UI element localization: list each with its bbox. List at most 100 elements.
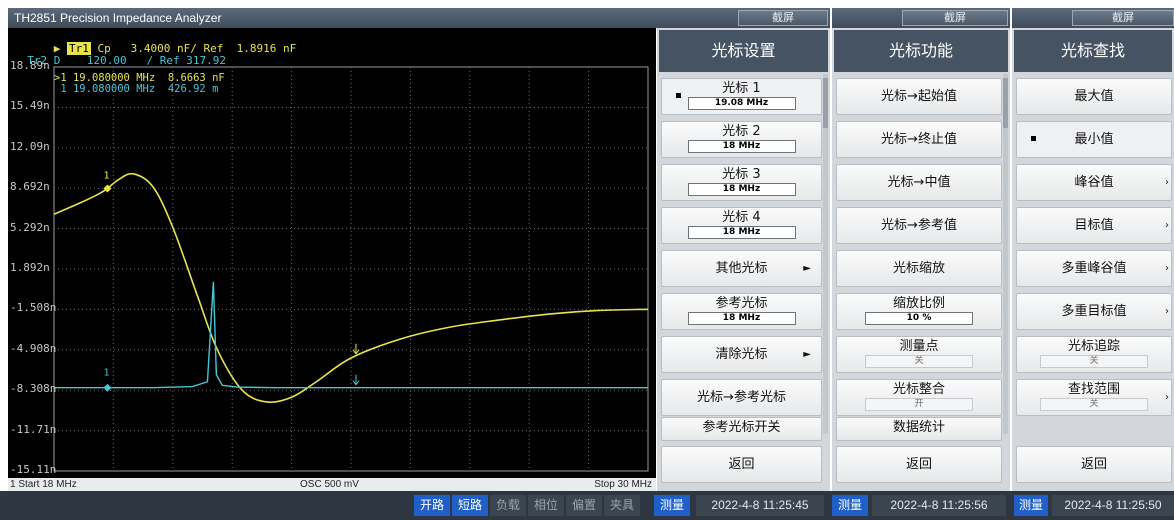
target-value-key[interactable]: 目标值 › [1016, 207, 1172, 244]
key-label: 多重目标值 [1061, 304, 1127, 319]
clock-display: 2022-4-8 11:25:45 [696, 495, 824, 516]
marker-to-start-key[interactable]: 光标→起始值 [836, 78, 1002, 115]
marker-integrate-key[interactable]: 光标整合 开 [836, 379, 1002, 416]
trace2-param: D [53, 54, 61, 67]
key-value[interactable]: 19.08 MHz [687, 97, 796, 110]
trace2-header[interactable]: Tr2 D 120.00 / Ref 317.92 [14, 43, 226, 79]
y-tick-label: -1.508n [10, 301, 57, 315]
y-tick-label: 12.09n [10, 139, 50, 153]
key-label: 多重峰谷值 [1061, 261, 1127, 276]
window-titlebar-3: 截屏 [1012, 8, 1174, 28]
key-value[interactable]: 18 MHz [687, 140, 796, 153]
return-button-3[interactable]: 返回 [1016, 446, 1172, 483]
key-label: 返回 [728, 457, 755, 472]
marker1-tr1-diamond [103, 184, 112, 193]
key-label: 查找范围 [1067, 382, 1120, 397]
key-label: 其他光标 [715, 261, 768, 276]
marker-setup-panel: 光标设置 光标 1 19.08 MHz 光标 2 18 MHz 光标 3 18 … [657, 28, 830, 491]
min-value-key[interactable]: 最小值 [1016, 121, 1172, 158]
key-label: 清除光标 [715, 347, 768, 362]
key-value[interactable]: 关 [1040, 398, 1148, 411]
trace1-ref: 1.8916 nF [236, 42, 297, 55]
panel-title: 光标功能 [834, 30, 1008, 72]
key-value[interactable]: 18 MHz [687, 312, 796, 325]
measure-button-3[interactable]: 测量 [1014, 495, 1048, 516]
max-value-key[interactable]: 最大值 [1016, 78, 1172, 115]
clock-display-2: 2022-4-8 11:25:56 [872, 495, 1006, 516]
key-value[interactable]: 18 MHz [687, 183, 796, 196]
key-value[interactable]: 关 [1040, 355, 1148, 368]
key-label: 光标整合 [892, 382, 945, 397]
key-value[interactable]: 开 [865, 398, 973, 411]
marker-to-reference-key[interactable]: 光标→参考光标 [661, 379, 822, 416]
trace2-ref: 317.92 [186, 54, 226, 67]
screenshot-button-2[interactable]: 截屏 [902, 10, 1008, 26]
short-calibration-button[interactable]: 短路 [452, 495, 488, 516]
open-calibration-button[interactable]: 开路 [414, 495, 450, 516]
key-label: 峰谷值 [1074, 175, 1114, 190]
other-markers-key[interactable]: 其他光标 ► [661, 250, 822, 287]
reference-marker-switch-key[interactable]: 参考光标开关 [661, 417, 822, 441]
y-tick-label: 8.692n [10, 180, 50, 194]
key-value[interactable]: 18 MHz [687, 226, 796, 239]
marker-id: >1 [54, 72, 67, 84]
load-calibration-button[interactable]: 负载 [490, 495, 526, 516]
marker-value: 8.6663 nF [167, 72, 225, 84]
measure-point-key[interactable]: 测量点 关 [836, 336, 1002, 373]
y-tick-label: -15.11n [10, 463, 57, 476]
marker-zoom-key[interactable]: 光标缩放 [836, 250, 1002, 287]
key-label: 光标 2 [722, 124, 761, 139]
panel-scrollbar[interactable] [823, 74, 828, 434]
key-label: 参考光标 [715, 296, 768, 311]
panel-scrollbar[interactable] [1003, 74, 1008, 434]
marker-3-key[interactable]: 光标 3 18 MHz [661, 164, 822, 201]
y-tick-label: 15.49n [10, 99, 50, 113]
start-frequency: 1 Start 18 MHz [10, 479, 77, 490]
trace2-scale: 120.00 [86, 54, 127, 67]
submenu-arrow-icon: ► [803, 263, 811, 274]
trace1-unit-ref: nF/ Ref [177, 42, 224, 55]
peak-valley-key[interactable]: 峰谷值 › [1016, 164, 1172, 201]
fixture-button[interactable]: 夹具 [604, 495, 640, 516]
marker-search-panel: 光标查找 最大值 最小值 峰谷值 › 目标值 › 多重峰谷值 › 多重目标值 ›… [1012, 28, 1174, 491]
key-value[interactable]: 10 % [865, 312, 973, 325]
marker-to-stop-key[interactable]: 光标→终止值 [836, 121, 1002, 158]
marker-1-key[interactable]: 光标 1 19.08 MHz [661, 78, 822, 115]
sweep-status-bar: 1 Start 18 MHz OSC 500 mV Stop 30 MHz [8, 478, 656, 491]
marker1-readout-tr1: >1 19.080000 MHz 8.6663 nF [54, 73, 225, 84]
measure-button[interactable]: 测量 [654, 495, 690, 516]
stop-frequency: Stop 30 MHz [594, 479, 652, 490]
return-button-2[interactable]: 返回 [836, 446, 1002, 483]
zoom-ratio-key[interactable]: 缩放比例 10 % [836, 293, 1002, 330]
y-tick-label: 1.892n [10, 261, 50, 274]
screenshot-button[interactable]: 截屏 [738, 10, 828, 26]
trace1-header[interactable]: ▶ Tr1 Cp 3.4000 nF/ Ref 1.8916 nF [14, 31, 296, 67]
phase-button[interactable]: 相位 [528, 495, 564, 516]
bias-button[interactable]: 偏置 [566, 495, 602, 516]
marker-tracking-key[interactable]: 光标追踪 关 [1016, 336, 1172, 373]
submenu-arrow-icon: › [1165, 306, 1169, 317]
key-value[interactable]: 关 [865, 355, 973, 368]
key-label: 光标 4 [722, 210, 761, 225]
marker-4-key[interactable]: 光标 4 18 MHz [661, 207, 822, 244]
measure-button-2[interactable]: 测量 [832, 495, 868, 516]
search-range-key[interactable]: 查找范围 关 › [1016, 379, 1172, 416]
taskbar-2: 测量 2022-4-8 11:25:56 [830, 491, 1012, 520]
clear-markers-key[interactable]: 清除光标 ► [661, 336, 822, 373]
multi-peak-valley-key[interactable]: 多重峰谷值 › [1016, 250, 1172, 287]
multi-target-key[interactable]: 多重目标值 › [1016, 293, 1172, 330]
y-tick-label: -4.908n [10, 341, 57, 355]
key-label: 光标 3 [722, 167, 761, 182]
y-tick-label: 5.292n [10, 220, 50, 234]
marker-2-key[interactable]: 光标 2 18 MHz [661, 121, 822, 158]
marker-function-panel: 光标功能 光标→起始值 光标→终止值 光标→中值 光标→参考值 光标缩放 缩放比… [832, 28, 1010, 491]
submenu-arrow-icon: › [1165, 177, 1169, 188]
marker-to-reference-value-key[interactable]: 光标→参考值 [836, 207, 1002, 244]
marker1-readout-tr2: 1 19.080000 MHz 426.92 m [54, 84, 218, 95]
screenshot-button-3[interactable]: 截屏 [1072, 10, 1174, 26]
key-label: 返回 [905, 457, 932, 472]
marker-to-center-key[interactable]: 光标→中值 [836, 164, 1002, 201]
data-statistics-key[interactable]: 数据统计 [836, 417, 1002, 441]
return-button[interactable]: 返回 [661, 446, 822, 483]
reference-marker-key[interactable]: 参考光标 18 MHz [661, 293, 822, 330]
